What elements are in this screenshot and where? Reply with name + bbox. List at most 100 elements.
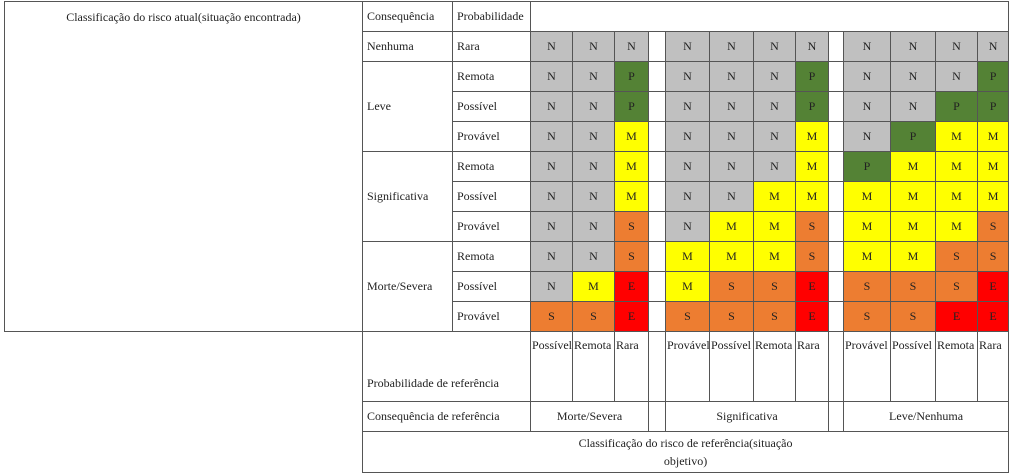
risk-cell: N	[530, 91, 573, 122]
risk-cell: M	[890, 181, 936, 212]
risk-cell: N	[530, 211, 573, 242]
group-gap	[828, 401, 844, 432]
reference-probability: Provável	[665, 331, 710, 402]
risk-cell: N	[665, 181, 710, 212]
risk-cell: N	[665, 61, 710, 92]
group-gap	[828, 181, 844, 212]
risk-cell: N	[665, 121, 710, 152]
risk-cell: P	[976, 91, 1010, 122]
matrix-row: Possível N N P N N N P N N P P	[5, 91, 1010, 122]
risk-cell: S	[935, 271, 978, 302]
group-gap	[828, 31, 844, 62]
group-gap	[828, 241, 844, 272]
risk-cell: P	[614, 91, 649, 122]
risk-cell: N	[572, 61, 615, 92]
risk-cell: N	[530, 121, 573, 152]
group-gap	[828, 301, 844, 332]
probability-label: Provável	[452, 121, 531, 152]
risk-cell: N	[709, 151, 754, 182]
reference-consequence: Significativa	[665, 401, 829, 432]
probability-label: Remota	[452, 61, 531, 92]
risk-cell: E	[795, 301, 829, 332]
group-gap	[648, 271, 666, 302]
risk-cell: M	[753, 211, 796, 242]
risk-cell: S	[614, 211, 649, 242]
risk-cell: N	[572, 151, 615, 182]
header-row: Classificação do risco atual(situação en…	[4, 1, 1010, 332]
risk-cell: N	[935, 61, 978, 92]
risk-cell: N	[572, 31, 615, 62]
group-gap	[648, 31, 666, 62]
group-gap	[648, 301, 666, 332]
group-gap	[648, 91, 666, 122]
risk-cell: N	[614, 31, 649, 62]
risk-cell: N	[976, 31, 1010, 62]
matrix-row: Leve Remota N N P N N N P N N N P	[5, 61, 1010, 152]
group-gap	[648, 61, 666, 92]
group-gap	[648, 121, 666, 152]
risk-cell: N	[935, 31, 978, 62]
risk-cell: P	[795, 91, 829, 122]
risk-cell: N	[843, 91, 891, 122]
probability-label: Possível	[452, 181, 531, 212]
risk-cell: N	[709, 91, 754, 122]
risk-cell: N	[530, 61, 573, 92]
probability-reference-row: Probabilidade de referência Possível Remot…	[5, 331, 1010, 402]
risk-cell: M	[935, 151, 978, 182]
risk-cell: M	[614, 121, 649, 152]
risk-matrix-table: Classificação do risco atual(situação en…	[4, 1, 1010, 473]
risk-cell: S	[709, 301, 754, 332]
risk-cell: N	[709, 121, 754, 152]
risk-cell: N	[572, 121, 615, 152]
risk-cell: S	[709, 271, 754, 302]
group-gap	[828, 121, 844, 152]
risk-cell: M	[935, 211, 978, 242]
risk-cell: S	[795, 211, 829, 242]
matrix-row: Possível N M E M S S E S S S E	[5, 271, 1010, 302]
risk-cell: M	[795, 121, 829, 152]
risk-cell: M	[976, 121, 1010, 152]
risk-cell: S	[976, 241, 1010, 272]
risk-cell: S	[753, 271, 796, 302]
consequence-label: Significativa	[362, 151, 453, 242]
matrix-row: Significativa Remota N N M N N N M P M M M	[5, 151, 1010, 242]
risk-cell: N	[665, 211, 710, 242]
matrix-row: Provável N N S N M M S M M M S	[5, 211, 1010, 242]
risk-cell: N	[530, 31, 573, 62]
consequence-header: Consequência	[362, 1, 453, 32]
probability-reference-label: Probabilidade de referência	[362, 331, 531, 402]
risk-cell: P	[795, 61, 829, 92]
group-gap	[648, 151, 666, 182]
risk-cell: P	[614, 61, 649, 92]
risk-cell: P	[976, 61, 1010, 92]
reference-probability: Rara	[614, 331, 649, 402]
group-gap	[828, 61, 844, 92]
risk-cell: S	[665, 301, 710, 332]
risk-cell: P	[935, 91, 978, 122]
group-gap	[828, 331, 844, 402]
risk-cell: S	[890, 271, 936, 302]
risk-cell: N	[753, 61, 796, 92]
matrix-row: Possível N N M N N M M M M M M	[5, 181, 1010, 212]
consequence-label: Morte/Severa	[362, 241, 453, 332]
reference-probability: Possível	[530, 331, 573, 402]
risk-cell: E	[935, 301, 978, 332]
risk-cell: S	[614, 241, 649, 272]
risk-cell: N	[530, 151, 573, 182]
risk-cell: N	[843, 121, 891, 152]
risk-cell: S	[795, 241, 829, 272]
reference-probability: Rara	[976, 331, 1010, 402]
probability-label: Provável	[452, 301, 531, 332]
risk-cell: M	[614, 181, 649, 212]
reference-probability: Remota	[753, 331, 796, 402]
risk-cell: S	[935, 241, 978, 272]
group-gap	[648, 401, 666, 432]
risk-cell: N	[843, 31, 891, 62]
reference-risk-title: Classificação do risco de referência(sit…	[361, 431, 1010, 473]
risk-cell: M	[614, 151, 649, 182]
risk-cell: M	[709, 211, 754, 242]
risk-cell: N	[753, 31, 796, 62]
probability-label: Possível	[452, 271, 531, 302]
risk-cell: N	[530, 271, 573, 302]
risk-cell: P	[843, 151, 891, 182]
